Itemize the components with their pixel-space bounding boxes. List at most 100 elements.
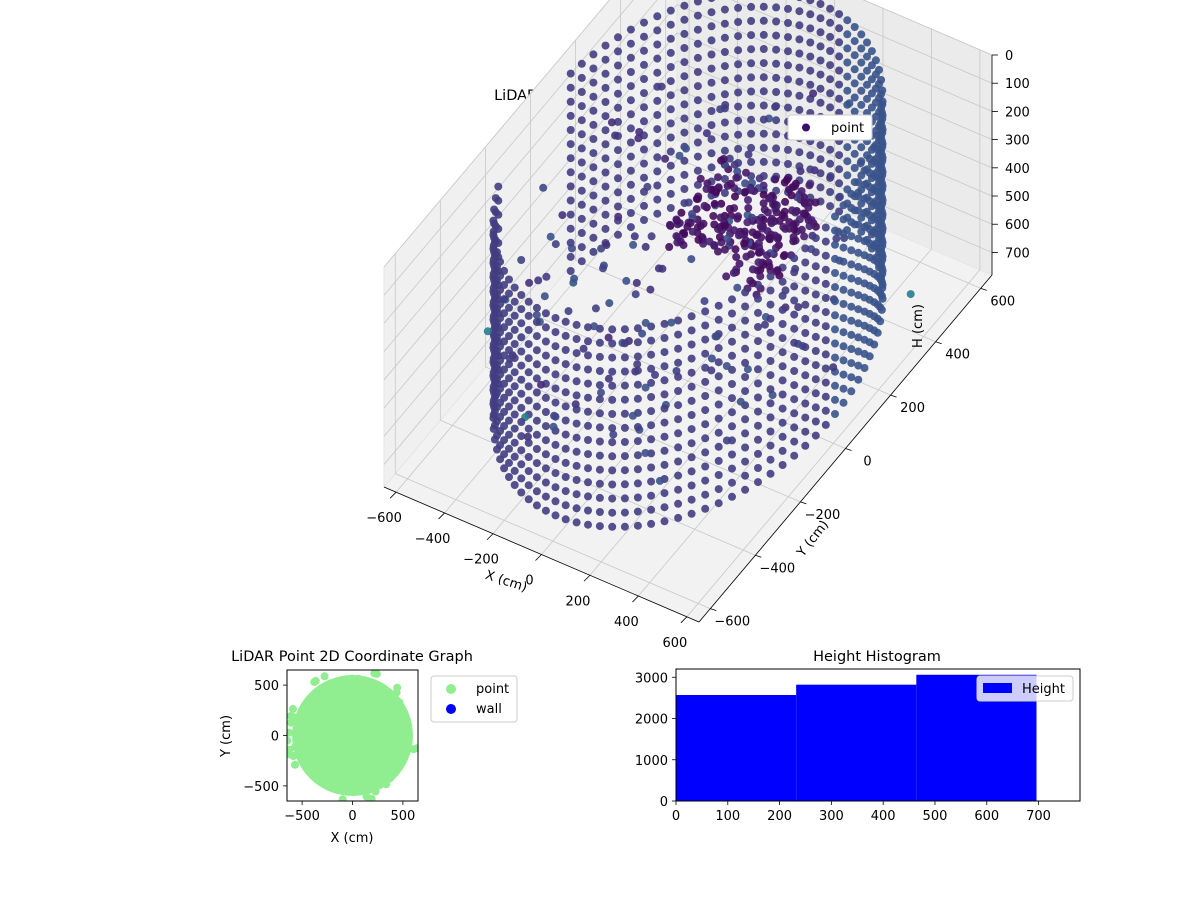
point-3d	[747, 2, 756, 11]
point-3d	[608, 522, 617, 531]
point-3d	[541, 351, 550, 360]
point-3d	[843, 86, 852, 95]
point-2d	[365, 701, 374, 710]
point-3d	[816, 28, 825, 37]
point-3d	[795, 35, 804, 44]
grid-line-z	[383, 0, 610, 268]
x-tick-label-hist: 100	[715, 809, 740, 824]
point-3d	[821, 294, 830, 302]
point-3d	[811, 248, 820, 257]
point-3d	[707, 107, 716, 115]
point-3d	[493, 445, 501, 454]
point-3d	[633, 507, 642, 516]
point-3d	[784, 47, 792, 56]
chart-3d-legend-box	[787, 114, 873, 141]
point-3d	[701, 420, 710, 429]
point-3d	[860, 265, 869, 274]
point-3d	[687, 509, 696, 518]
point-3d	[674, 316, 683, 325]
point-3d	[561, 501, 570, 510]
point-2d	[342, 702, 351, 711]
legend-label-point: point	[831, 121, 864, 136]
point-3d	[524, 297, 533, 306]
point-3d	[720, 174, 729, 183]
point-3d	[801, 272, 810, 281]
point-3d	[747, 143, 756, 152]
point-3d	[524, 481, 533, 490]
point-3d	[741, 330, 750, 339]
point-3d	[577, 172, 586, 181]
point-3d	[569, 278, 578, 287]
point-3d	[666, 119, 675, 128]
point-2d	[389, 716, 398, 725]
point-3d	[747, 45, 756, 54]
point-3d	[766, 300, 775, 309]
point-3d	[784, 103, 792, 112]
point-2d	[382, 695, 391, 704]
point-2d	[336, 769, 345, 778]
point-3d	[660, 376, 669, 385]
x-tick	[583, 574, 591, 582]
point-3d	[660, 517, 669, 526]
grid-line-z	[383, 0, 658, 324]
point-3d	[734, 18, 743, 26]
point-3d	[796, 0, 803, 2]
point-3d	[778, 291, 787, 300]
grid-line-z	[383, 0, 634, 296]
point-3d	[510, 325, 519, 334]
point-3d	[831, 395, 839, 404]
point-3d	[665, 220, 674, 229]
point-3d	[566, 154, 575, 163]
point-3d	[631, 290, 640, 299]
point-3d	[601, 98, 610, 106]
point-2d	[297, 750, 306, 759]
point-3d	[821, 364, 830, 373]
y-tick	[845, 448, 852, 451]
point-3d	[863, 66, 871, 75]
x-tick-label-hist: 500	[923, 809, 948, 824]
point-3d	[566, 182, 575, 191]
point-3d	[707, 50, 716, 59]
point-3d	[707, 0, 716, 3]
point-3d	[806, 10, 815, 19]
point-3d	[608, 367, 617, 376]
point-3d	[790, 282, 799, 291]
point-3d	[769, 200, 778, 209]
point-3d	[572, 377, 581, 386]
point-3d	[541, 337, 550, 346]
point-3d	[647, 336, 656, 345]
point-3d	[778, 461, 787, 469]
point-3d	[595, 451, 604, 460]
point-3d	[666, 147, 675, 156]
point-3d	[608, 353, 617, 362]
point-3d	[801, 427, 810, 436]
point-3d	[510, 452, 519, 461]
point-3d	[589, 120, 598, 129]
point-3d	[595, 479, 604, 488]
point-3d	[763, 251, 771, 260]
histogram-bar	[676, 694, 797, 801]
point-3d	[666, 175, 675, 184]
point-3d	[847, 373, 856, 382]
point-3d	[728, 380, 736, 388]
point-3d	[551, 314, 560, 322]
point-3d	[766, 357, 775, 365]
point-3d	[532, 445, 541, 453]
point-3d	[805, 181, 814, 190]
point-3d	[831, 297, 839, 306]
point-3d	[784, 33, 792, 42]
point-3d	[744, 204, 753, 212]
point-3d	[601, 55, 610, 64]
point-3d	[561, 473, 570, 481]
point-3d	[760, 205, 769, 214]
point-3d	[747, 73, 756, 82]
point-3d	[647, 364, 656, 373]
point-3d	[532, 416, 541, 425]
point-3d	[561, 416, 570, 425]
point-3d	[759, 101, 768, 110]
point-3d	[505, 346, 513, 355]
point-3d	[620, 395, 629, 404]
point-3d	[640, 173, 648, 182]
point-3d	[693, 25, 702, 34]
point-2d	[335, 749, 344, 758]
